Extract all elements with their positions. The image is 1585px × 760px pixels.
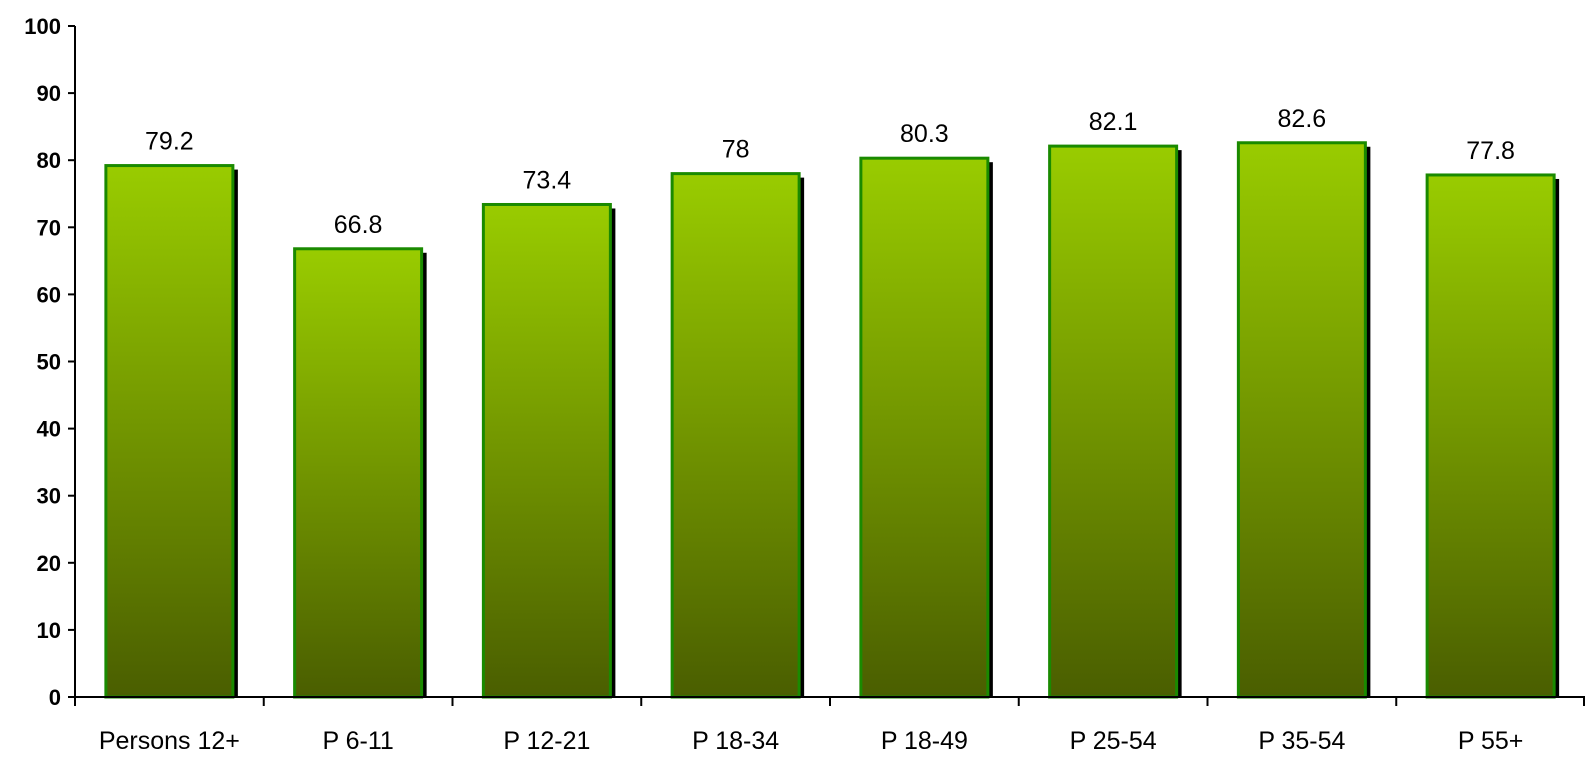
- data-label: 78: [722, 136, 750, 164]
- data-label: 80.3: [900, 120, 949, 148]
- x-category-label: Persons 12+: [99, 727, 240, 755]
- bar: [1048, 144, 1179, 699]
- x-category-label: P 6-11: [322, 727, 393, 755]
- x-category-label: P 55+: [1458, 727, 1524, 755]
- bar: [293, 247, 424, 699]
- data-label: 82.6: [1278, 105, 1327, 133]
- y-tick-label: 50: [37, 350, 61, 375]
- bar: [670, 172, 801, 699]
- y-tick-label: 0: [49, 685, 61, 710]
- data-label: 82.1: [1089, 108, 1138, 136]
- bar: [104, 164, 235, 699]
- x-category-label: P 25-54: [1070, 727, 1157, 755]
- x-category-label: P 18-49: [881, 727, 968, 755]
- y-tick-label: 30: [37, 484, 61, 509]
- y-tick-label: 10: [37, 618, 61, 643]
- x-category-label: P 12-21: [503, 727, 590, 755]
- x-category-label: P 18-34: [692, 727, 779, 755]
- y-tick-label: 100: [24, 14, 61, 39]
- bar: [1425, 173, 1556, 699]
- x-category-label: P 35-54: [1258, 727, 1345, 755]
- y-tick-label: 80: [37, 148, 61, 173]
- data-label: 73.4: [523, 166, 572, 194]
- x-axis: Persons 12+ P 6-11 P 12-21 P 18-34 P 18-49 P …: [74, 696, 1585, 755]
- bars: 79.2 66.8 73.4 78 80.3 82.1 82.6 77.8: [104, 105, 1560, 699]
- y-axis: 0 10 20 30 40 50 60 70 80 90 100: [24, 14, 76, 710]
- data-label: 77.8: [1466, 137, 1515, 165]
- data-label: 79.2: [145, 128, 194, 156]
- y-tick-label: 90: [37, 81, 61, 106]
- y-tick-label: 70: [37, 215, 61, 240]
- y-tick-label: 60: [37, 282, 61, 307]
- y-tick-label: 20: [37, 551, 61, 576]
- y-tick-label: 40: [37, 417, 61, 442]
- bar: [481, 202, 612, 699]
- bar: [859, 156, 990, 699]
- data-label: 66.8: [334, 211, 383, 239]
- bar: [1236, 141, 1367, 699]
